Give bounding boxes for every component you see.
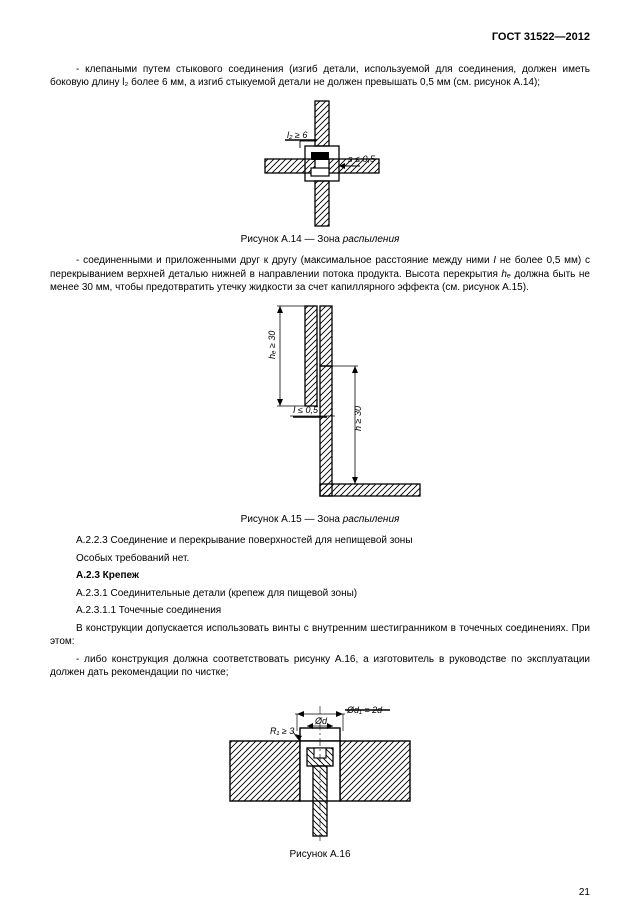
fig16-label-d: Ød [314, 716, 328, 726]
fig15-label-he: hₑ ≥ 30 [267, 330, 277, 358]
page: ГОСТ 31522—2012 - клепаными путем стыков… [0, 0, 630, 913]
fig14-label-l2: l₂ ≥ 6 [287, 130, 307, 140]
section-a223: А.2.2.3 Соединение и перекрывание поверх… [50, 534, 590, 548]
fig14-label-s: s ≤ 0,5 [348, 154, 376, 164]
paragraph-2: - соединенными и приложенными друг к дру… [50, 254, 590, 295]
fig15-label-i: I ≤ 0,5 [293, 405, 319, 415]
standard-header: ГОСТ 31522—2012 [50, 30, 590, 45]
figure-a15: hₑ ≥ 30 I ≤ 0,5 h ≥ 30 [205, 301, 435, 511]
page-number: 21 [579, 886, 590, 900]
figure-a16-caption: Рисунок А.16 [50, 848, 590, 862]
fig16-label-r: R₁ ≥ 3 [270, 726, 294, 736]
section-a23: А.2.3 Крепеж [50, 569, 590, 583]
section-a2311: А.2.3.1.1 Точечные соединения [50, 604, 590, 618]
paragraph-3: В конструкции допускается использовать в… [50, 622, 590, 649]
section-a223b: Особых требований нет. [50, 552, 590, 566]
figure-a15-caption: Рисунок А.15 — Зона распыления [50, 513, 590, 527]
figure-a16: Ød₁ = 2d Ød R₁ ≥ 3 [215, 686, 425, 846]
figure-a14: l₂ ≥ 6 s ≤ 0,5 [235, 96, 405, 231]
fig15-label-h: h ≥ 30 [353, 406, 363, 431]
figure-a14-caption: Рисунок А.14 — Зона распыления [50, 233, 590, 247]
paragraph-1: - клепаными путем стыкового соединения (… [50, 63, 590, 90]
paragraph-4: - либо конструкция должна соответствоват… [50, 653, 590, 680]
section-a231: А.2.3.1 Соединительные детали (крепеж дл… [50, 587, 590, 601]
